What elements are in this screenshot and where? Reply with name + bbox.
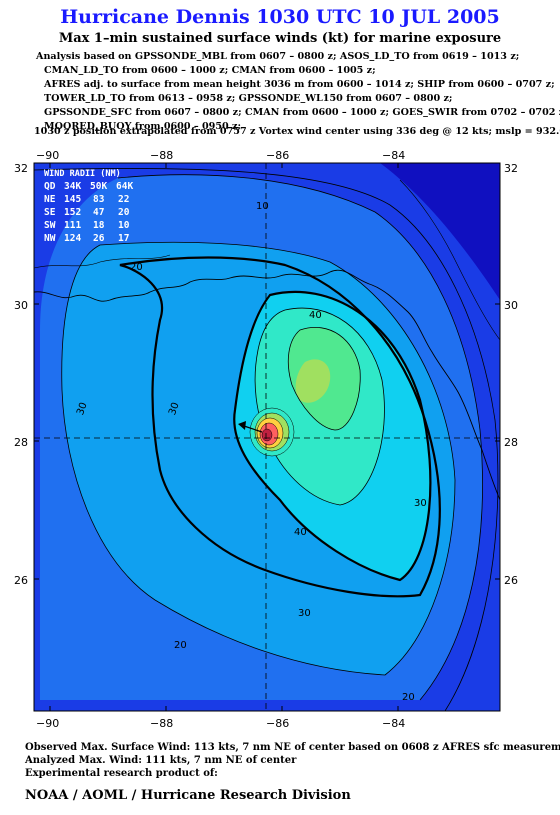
wind-radii-cell: 47 <box>93 207 104 218</box>
map-title: Hurricane Dennis 1030 UTC 10 JUL 2005 <box>60 6 500 28</box>
footer-notes: Observed Max. Surface Wind: 113 kts, 7 n… <box>25 741 560 780</box>
analysis-sources: Analysis based on GPSSONDE_MBL from 0607… <box>36 50 560 134</box>
contour-label: 30 <box>75 401 90 417</box>
wind-radii-cell: 20 <box>118 207 130 218</box>
analyzed-max-wind: Analyzed Max. Wind: 111 kts, 7 nm NE of … <box>25 755 297 766</box>
wind-radii-cell: 10 <box>118 220 130 231</box>
lon-tick-label-top: −90 <box>36 149 59 162</box>
tick-marks <box>34 163 500 711</box>
organization-name: NOAA / AOML / Hurricane Research Divisio… <box>25 788 351 803</box>
contour-label: 10 <box>256 201 269 212</box>
contour-label: 30 <box>298 608 311 619</box>
motion-arrowhead-icon <box>238 421 246 430</box>
lon-tick-label-top: −88 <box>150 149 173 162</box>
wind-radii-cell: SW <box>44 220 56 231</box>
coastline <box>34 269 500 501</box>
contour-label: 30 <box>414 498 427 509</box>
lat-tick-label-right: 30 <box>504 299 518 312</box>
lat-tick-label-right: 26 <box>504 574 518 587</box>
wind-radii-cell: 22 <box>118 194 129 205</box>
contour-label: 40 <box>294 527 307 538</box>
lon-tick-label-bottom: −84 <box>382 717 405 730</box>
research-product-note: Experimental research product of: <box>25 768 218 779</box>
wind-radii-cell: 18 <box>93 220 105 231</box>
eye-wall <box>249 407 295 457</box>
lat-tick-label-right: 32 <box>504 162 518 175</box>
contour-line-10 <box>34 167 499 711</box>
wind-radii-cell: NW <box>44 233 56 244</box>
lat-tick-label-left: 30 <box>14 299 28 312</box>
motion-arrow <box>243 425 263 433</box>
wind-radii-title: WIND RADII (NM) <box>44 169 121 179</box>
analysis-line: MOORED_BUOY from 0600 – 0950 z; <box>44 121 242 132</box>
map-subtitle: Max 1–min sustained surface winds (kt) f… <box>58 31 502 46</box>
wind-radii-cell: 17 <box>118 233 129 244</box>
analysis-line: AFRES adj. to surface from mean height 3… <box>44 79 555 90</box>
lon-tick-label-bottom: −88 <box>150 717 173 730</box>
lon-tick-label-top: −84 <box>382 149 405 162</box>
wind-radii-header: 34K <box>64 181 81 192</box>
land-area <box>34 179 500 341</box>
contour-line-60 <box>287 327 361 431</box>
contour-label: 30 <box>167 401 182 417</box>
lat-tick-label-left: 32 <box>14 162 28 175</box>
extrapolation-note: 1030 z position extrapolated from 0757 z… <box>34 126 560 137</box>
analysis-line: Analysis based on GPSSONDE_MBL from 0607… <box>36 51 520 62</box>
contour-line-50 <box>254 307 385 506</box>
contour-label: 40 <box>309 310 322 321</box>
wind-radii-cell: 124 <box>64 233 81 244</box>
lon-tick-label-bottom: −86 <box>266 717 289 730</box>
wind-radii-cell: SE <box>44 207 56 218</box>
contour-label: 20 <box>174 640 187 651</box>
lon-tick-label-top: −86 <box>266 149 289 162</box>
observed-max-wind: Observed Max. Surface Wind: 113 kts, 7 n… <box>25 742 560 753</box>
wind-radii-cell: NE <box>44 194 56 205</box>
wind-radii-cell: 83 <box>93 194 105 205</box>
analysis-line: GPSSONDE_SFC from 0607 – 0800 z; CMAN fr… <box>44 107 560 118</box>
wind-radii-cell: 111 <box>64 220 81 231</box>
contour-label: 20 <box>402 692 415 703</box>
contour-line-64kt <box>233 290 432 582</box>
wind-radii-cell: 145 <box>64 194 81 205</box>
wind-radii-header: QD <box>44 181 56 192</box>
wind-radii-header: 50K <box>90 181 107 192</box>
contour-label: 20 <box>130 262 143 273</box>
contour-line-30 <box>61 241 456 676</box>
lat-tick-label-right: 28 <box>504 436 518 449</box>
wind-radii-cell: 152 <box>64 207 81 218</box>
wind-radii-header: 64K <box>116 181 133 192</box>
lat-tick-label-left: 26 <box>14 574 28 587</box>
lon-tick-label-bottom: −90 <box>36 717 59 730</box>
analysis-line: CMAN_LD_TO from 0600 – 1000 z; CMAN from… <box>44 65 376 76</box>
lat-tick-label-left: 28 <box>14 436 28 449</box>
contour-region-70 <box>295 359 331 403</box>
wind-radii-table: WIND RADII (NM) QD 34K 50K 64K NE 145 83… <box>44 169 133 244</box>
contour-line-20 <box>117 174 483 701</box>
plot-frame <box>33 162 501 712</box>
contour-line-34kt <box>119 256 441 598</box>
wind-radii-cell: 26 <box>93 233 105 244</box>
analysis-line: TOWER_LD_TO from 0613 – 0958 z; GPSSONDE… <box>44 93 453 104</box>
